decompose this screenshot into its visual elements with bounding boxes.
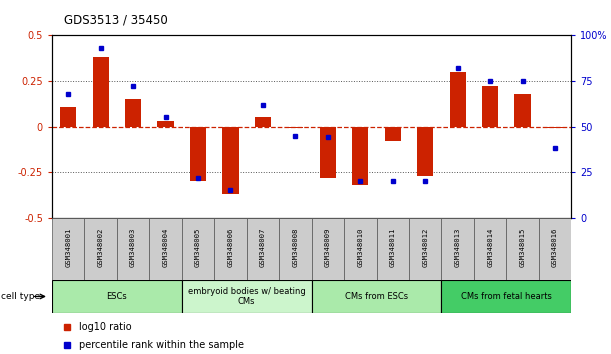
Bar [52, 280, 182, 313]
Bar [417, 127, 433, 176]
Bar [547, 127, 563, 129]
Bar [52, 218, 84, 280]
Bar [279, 218, 312, 280]
Bar [182, 218, 214, 280]
Bar [247, 218, 279, 280]
Bar [149, 218, 182, 280]
Text: CMs from ESCs: CMs from ESCs [345, 292, 408, 301]
Bar [214, 218, 247, 280]
Text: GSM348005: GSM348005 [195, 227, 201, 267]
Bar [442, 218, 474, 280]
Text: GSM348012: GSM348012 [422, 227, 428, 267]
Text: GSM348009: GSM348009 [325, 227, 331, 267]
Bar [507, 218, 539, 280]
Text: GSM348016: GSM348016 [552, 227, 558, 267]
Bar [125, 99, 141, 127]
Bar [442, 280, 571, 313]
Bar [514, 94, 531, 127]
Text: GSM348010: GSM348010 [357, 227, 364, 267]
Text: GSM348011: GSM348011 [390, 227, 396, 267]
Bar [482, 86, 498, 127]
Bar [320, 127, 336, 178]
Bar [84, 218, 117, 280]
Bar [190, 127, 206, 181]
Bar [474, 218, 507, 280]
Text: GSM348007: GSM348007 [260, 227, 266, 267]
Bar [344, 218, 376, 280]
Text: CMs from fetal hearts: CMs from fetal hearts [461, 292, 552, 301]
Text: GSM348013: GSM348013 [455, 227, 461, 267]
Bar [312, 218, 344, 280]
Text: GSM348004: GSM348004 [163, 227, 169, 267]
Text: GSM348008: GSM348008 [293, 227, 298, 267]
Bar [182, 280, 312, 313]
Bar [92, 57, 109, 127]
Bar [255, 118, 271, 127]
Text: ESCs: ESCs [106, 292, 127, 301]
Text: GSM348003: GSM348003 [130, 227, 136, 267]
Bar [158, 121, 174, 127]
Text: percentile rank within the sample: percentile rank within the sample [79, 340, 244, 350]
Text: GSM348002: GSM348002 [98, 227, 104, 267]
Bar [60, 107, 76, 127]
Text: embryoid bodies w/ beating
CMs: embryoid bodies w/ beating CMs [188, 287, 306, 306]
Text: GSM348014: GSM348014 [487, 227, 493, 267]
Text: GSM348015: GSM348015 [519, 227, 525, 267]
Text: GSM348001: GSM348001 [65, 227, 71, 267]
Bar [352, 127, 368, 185]
Text: cell type: cell type [1, 292, 40, 301]
Bar [450, 72, 466, 127]
Bar [539, 218, 571, 280]
Bar [376, 218, 409, 280]
Bar [385, 127, 401, 141]
Bar [312, 280, 442, 313]
Bar [222, 127, 238, 194]
Bar [287, 127, 304, 129]
Bar [117, 218, 149, 280]
Text: GDS3513 / 35450: GDS3513 / 35450 [64, 13, 168, 27]
Text: GSM348006: GSM348006 [227, 227, 233, 267]
Text: log10 ratio: log10 ratio [79, 322, 132, 332]
Bar [409, 218, 442, 280]
